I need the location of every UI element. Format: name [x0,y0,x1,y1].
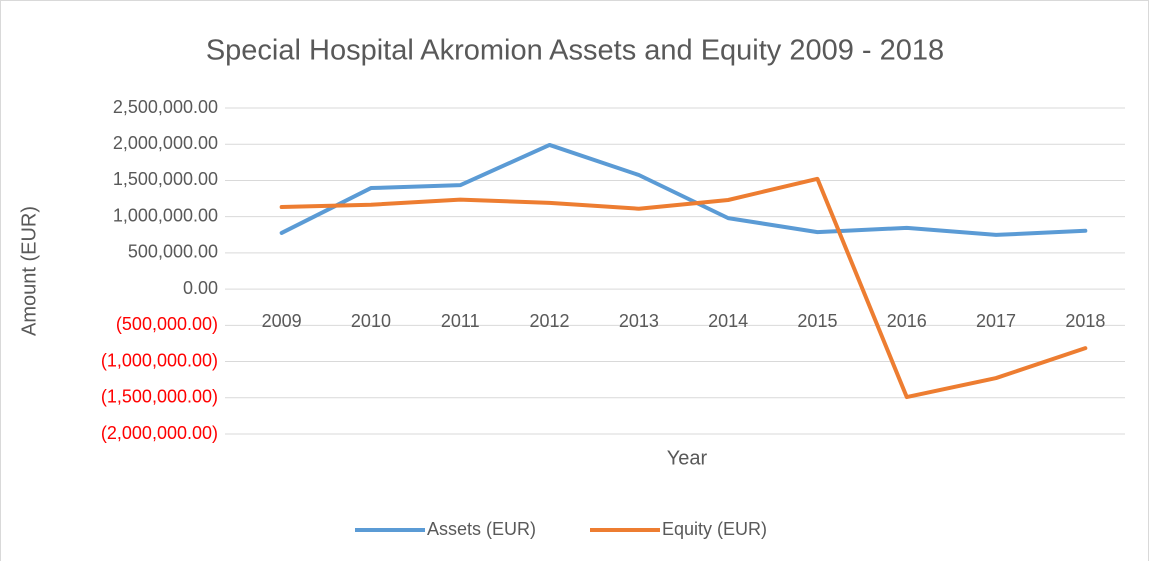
y-tick-label: 500,000.00 [128,242,218,262]
legend-label: Equity (EUR) [662,519,767,539]
y-tick-label: (1,000,000.00) [101,350,218,370]
y-tick-label: 2,000,000.00 [113,133,218,153]
x-tick-label: 2012 [530,311,570,331]
legend-label: Assets (EUR) [427,519,536,539]
y-tick-label: (1,500,000.00) [101,387,218,407]
x-tick-label: 2011 [441,311,480,331]
x-tick-label: 2009 [262,311,302,331]
x-tick-label: 2017 [976,311,1016,331]
series-line [279,176,1088,400]
y-tick-label: (2,000,000.00) [101,423,218,443]
x-tick-label: 2010 [351,311,391,331]
x-tick-label: 2013 [619,311,659,331]
x-tick-label: 2018 [1065,311,1105,331]
series-line [279,142,1088,237]
x-tick-label: 2016 [887,311,927,331]
chart-title: Special Hospital Akromion Assets and Equ… [206,35,944,67]
y-tick-label: 1,000,000.00 [113,205,218,225]
y-tick-label: 2,500,000.00 [113,97,218,117]
y-tick-label: 0.00 [183,278,218,298]
y-axis-label: Amount (EUR) [18,206,40,336]
x-axis-label: Year [667,447,708,469]
y-tick-label: (500,000.00) [116,314,218,334]
y-tick-label: 1,500,000.00 [113,169,218,189]
x-tick-label: 2015 [797,311,837,331]
x-tick-label: 2014 [708,311,748,331]
